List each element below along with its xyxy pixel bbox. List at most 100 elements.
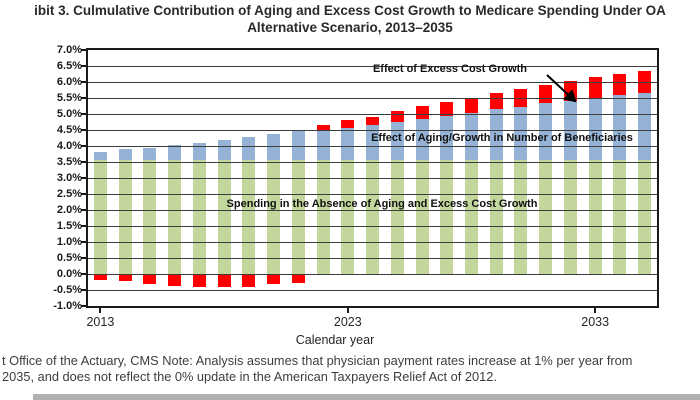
gridline-3.5pct <box>88 162 657 163</box>
gridline-5.0pct <box>88 114 657 115</box>
bar-aging-2013 <box>93 152 107 161</box>
y-tick-label-1.0%: 1.0% <box>56 236 82 248</box>
bar-excess-2018 <box>217 274 231 287</box>
y-tick-mark <box>81 273 88 275</box>
y-tick-label-6.5%: 6.5% <box>56 60 82 72</box>
gridline-6.5pct <box>88 66 657 67</box>
bar-excess-2029 <box>489 93 503 110</box>
bar-base-2014 <box>118 160 132 274</box>
chart-title-line2: Alternative Scenario, 2013–2035 <box>247 20 453 35</box>
bar-base-2015 <box>143 160 157 274</box>
bar-excess-2033 <box>588 77 602 98</box>
y-tick-mark <box>81 81 88 83</box>
bar-base-2030 <box>514 160 528 274</box>
source-note-line1: t Office of the Actuary, CMS Note: Analy… <box>2 353 633 368</box>
bar-base-2021 <box>291 160 305 274</box>
gridline-3.0pct <box>88 178 657 179</box>
y-tick-label-0.0%: 0.0% <box>56 268 82 280</box>
y-tick-mark <box>81 145 88 147</box>
bar-base-2022 <box>316 160 330 274</box>
bar-excess-2026 <box>415 106 429 119</box>
y-tick-mark <box>81 225 88 227</box>
partial-bottom-element <box>33 394 700 400</box>
bar-base-2029 <box>489 160 503 274</box>
gridline--0.5pct <box>88 290 657 291</box>
bar-base-2034 <box>613 160 627 274</box>
source-note-line2: 2035, and does not reflect the 0% update… <box>2 369 497 384</box>
bar-base-2023 <box>341 160 355 274</box>
x-axis-title: Calendar year <box>295 333 375 347</box>
y-tick-mark <box>81 305 88 307</box>
x-tick-label-2033: 2033 <box>581 315 610 329</box>
bar-excess-2034 <box>613 73 627 96</box>
bar-excess-2014 <box>118 274 132 281</box>
x-tick-label-2023: 2023 <box>333 315 362 329</box>
bar-base-2025 <box>390 160 404 274</box>
y-tick-mark <box>81 209 88 211</box>
y-tick-label-2.5%: 2.5% <box>56 188 82 200</box>
y-tick-mark <box>81 193 88 195</box>
bar-aging-2027 <box>440 115 454 161</box>
bar-aging-2034 <box>613 95 627 161</box>
gridline-6.0pct <box>88 82 657 83</box>
y-tick-label-2.0%: 2.0% <box>56 204 82 216</box>
y-tick-label--0.5%: -0.5% <box>53 284 82 296</box>
y-tick-label-1.5%: 1.5% <box>56 220 82 232</box>
y-tick-mark <box>81 177 88 179</box>
bar-aging-2022 <box>316 130 330 161</box>
x-tick-mark-2033 <box>594 308 597 313</box>
gridline-0.0pct <box>88 274 657 275</box>
bar-aging-2023 <box>341 127 355 161</box>
bar-base-2019 <box>242 160 256 274</box>
y-tick-mark <box>81 289 88 291</box>
gridline-4.0pct <box>88 146 657 147</box>
y-tick-label-4.0%: 4.0% <box>56 140 82 152</box>
gridline-2.5pct <box>88 194 657 195</box>
bar-base-2027 <box>440 160 454 274</box>
x-tick-mark-2023 <box>346 308 349 313</box>
bar-excess-2028 <box>465 98 478 113</box>
y-tick-label-0.5%: 0.5% <box>56 252 82 264</box>
y-tick-label-5.5%: 5.5% <box>56 92 82 104</box>
y-tick-mark <box>81 161 88 163</box>
bar-aging-2021 <box>291 131 305 161</box>
bar-excess-2021 <box>291 274 305 283</box>
gridline-0.5pct <box>88 258 657 259</box>
bar-aging-2017 <box>192 142 206 161</box>
y-tick-label-5.0%: 5.0% <box>56 108 82 120</box>
bar-base-2018 <box>217 160 231 274</box>
bar-aging-2025 <box>390 122 404 161</box>
bar-aging-2016 <box>168 145 182 161</box>
bar-base-2024 <box>366 160 379 274</box>
y-tick-mark <box>81 65 88 67</box>
plot-area: Effect of Excess Cost Growth Effect of A… <box>86 48 659 308</box>
bar-aging-2033 <box>588 98 602 161</box>
y-tick-mark <box>81 129 88 131</box>
annotation-excess-cost-growth: Effect of Excess Cost Growth <box>372 63 528 75</box>
x-tick-label-2013: 2013 <box>86 315 115 329</box>
bar-base-2017 <box>192 160 206 274</box>
y-tick-label-6.0%: 6.0% <box>56 76 82 88</box>
bar-aging-2028 <box>465 113 478 161</box>
y-tick-mark <box>81 257 88 259</box>
y-tick-label--1.0%: -1.0% <box>53 300 82 312</box>
bar-base-2035 <box>638 160 652 274</box>
bar-excess-2035 <box>638 70 652 94</box>
bar-aging-2026 <box>415 118 429 161</box>
y-tick-label-4.5%: 4.5% <box>56 124 82 136</box>
bar-excess-2016 <box>168 274 182 286</box>
y-tick-label-3.5%: 3.5% <box>56 156 82 168</box>
bar-base-2032 <box>563 160 577 274</box>
gridline-4.5pct <box>88 130 657 131</box>
bar-base-2026 <box>415 160 429 274</box>
bar-base-2031 <box>539 160 553 274</box>
bar-excess-2023 <box>341 120 355 128</box>
bar-aging-2029 <box>489 109 503 161</box>
y-tick-mark <box>81 49 88 51</box>
x-tick-mark-2013 <box>99 308 102 313</box>
gridline-5.5pct <box>88 98 657 99</box>
bar-base-2013 <box>93 160 107 274</box>
bar-aging-2020 <box>267 134 280 161</box>
y-tick-mark <box>81 113 88 115</box>
